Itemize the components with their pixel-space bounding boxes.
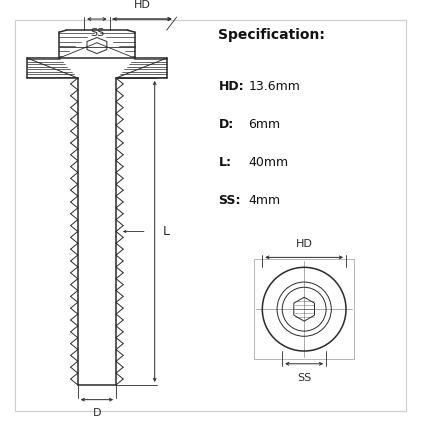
Text: L:: L: — [218, 156, 232, 169]
Text: D:: D: — [218, 118, 234, 131]
Polygon shape — [116, 58, 167, 78]
Text: 4mm: 4mm — [248, 194, 280, 207]
Text: SS: SS — [297, 373, 311, 383]
Text: SS:: SS: — [218, 194, 241, 207]
Text: HD: HD — [296, 239, 313, 249]
Polygon shape — [59, 30, 135, 58]
Polygon shape — [27, 58, 167, 78]
Text: HD: HD — [134, 0, 151, 10]
Bar — [254, 259, 354, 359]
Polygon shape — [27, 58, 78, 78]
Text: 40mm: 40mm — [248, 156, 288, 169]
Text: 6mm: 6mm — [248, 118, 280, 131]
Text: L: L — [163, 225, 170, 238]
Text: Specification:: Specification: — [218, 28, 325, 42]
Text: SS: SS — [90, 28, 104, 38]
Polygon shape — [71, 78, 123, 385]
Text: D: D — [93, 408, 101, 418]
Text: 13.6mm: 13.6mm — [248, 80, 300, 93]
Text: HD:: HD: — [218, 80, 244, 93]
